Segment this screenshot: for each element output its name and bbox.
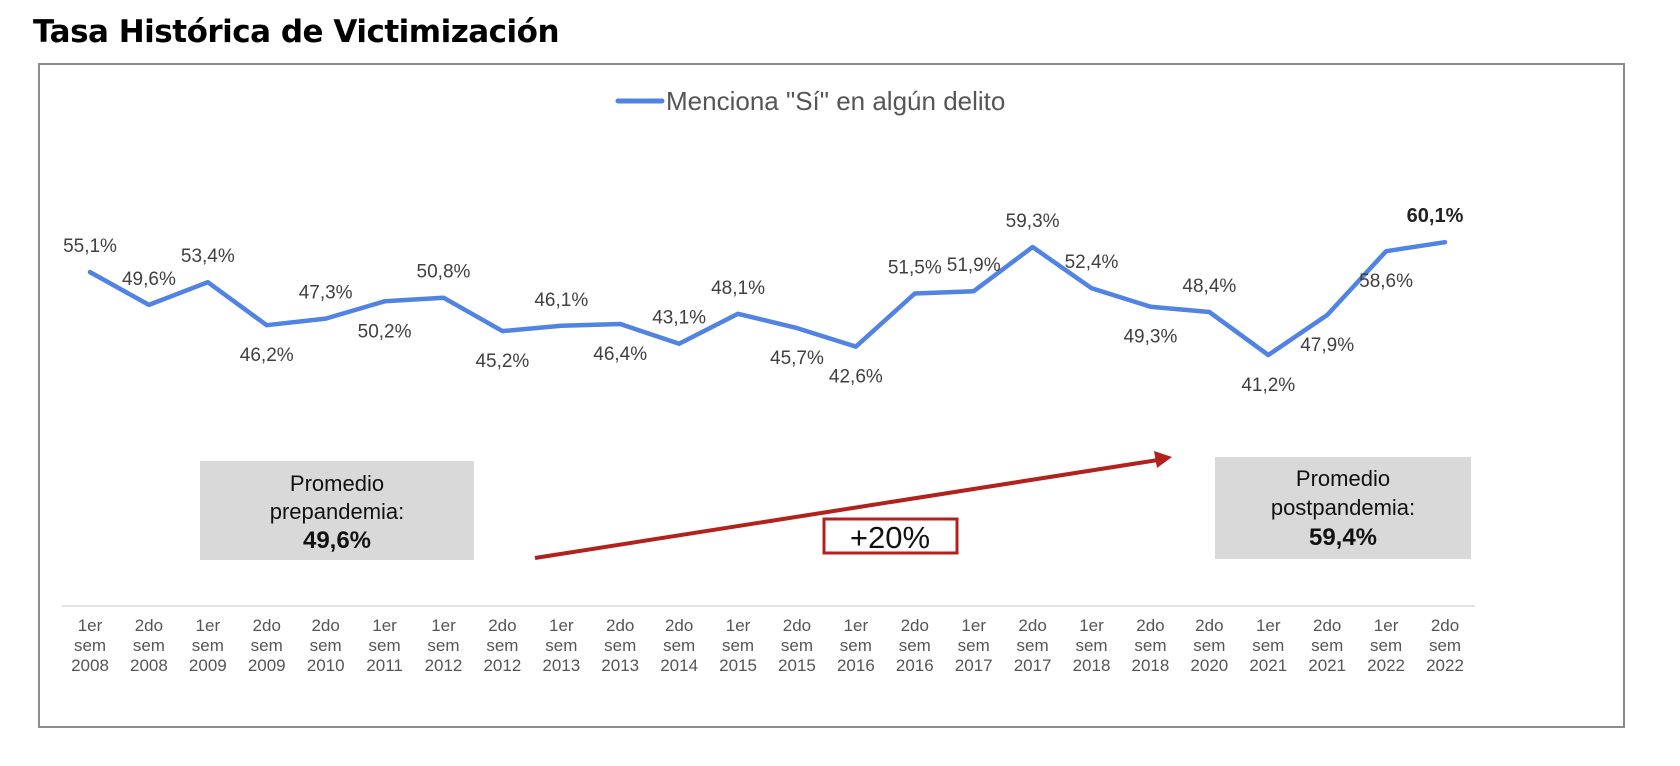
data-point [88, 270, 92, 275]
data-label: 41,2% [1241, 375, 1295, 396]
x-tick-label: 1er sem 2012 [425, 616, 463, 675]
x-tick-label: 2do sem 2022 [1426, 616, 1464, 675]
x-tick-label: 2do sem 2021 [1308, 616, 1346, 675]
data-label: 45,2% [475, 351, 529, 372]
data-point [1384, 249, 1389, 254]
x-tick-label: 2do sem 2014 [660, 616, 698, 675]
x-tick-label: 1er sem 2021 [1249, 616, 1287, 675]
data-point [1148, 304, 1153, 309]
data-label: 43,1% [652, 308, 706, 329]
x-tick-label: 1er sem 2015 [719, 616, 757, 675]
data-point [500, 329, 505, 334]
x-tick-label: 2do sem 2013 [601, 616, 639, 675]
data-point [1443, 240, 1447, 245]
prepandemia-box-line1: Promedio [290, 471, 384, 496]
legend: Menciona "Sí" en algún delito [615, 86, 1005, 116]
data-label: 48,4% [1182, 276, 1236, 297]
data-point [559, 323, 564, 328]
x-tick-label: 2do sem 2020 [1190, 616, 1228, 675]
prepandemia-box-line2: prepandemia: [270, 499, 405, 524]
x-tick-label: 2do sem 2012 [483, 616, 521, 675]
page-title: Tasa Histórica de Victimización [33, 14, 560, 50]
growth-arrow-head [1154, 451, 1172, 468]
change-badge-text: +20% [850, 520, 930, 555]
data-point [382, 299, 387, 304]
x-tick-label: 1er sem 2022 [1367, 616, 1405, 675]
data-label: 46,4% [593, 344, 647, 365]
data-label: 55,1% [63, 236, 117, 257]
x-tick-label: 2do sem 2015 [778, 616, 816, 675]
data-label: 52,4% [1065, 252, 1119, 273]
change-badge: +20% [822, 517, 959, 555]
data-label: 47,3% [299, 283, 353, 304]
postpandemia-box-line2: postpandemia: [1271, 495, 1415, 520]
data-point [853, 344, 858, 349]
data-label: 47,9% [1300, 335, 1354, 356]
x-tick-label: 2do sem 2016 [896, 616, 934, 675]
data-point [1266, 353, 1271, 357]
data-point [1089, 286, 1094, 291]
data-point [205, 280, 210, 285]
data-label: 50,8% [417, 262, 471, 283]
data-label: 51,5% [888, 258, 942, 279]
data-label: 59,3% [1006, 211, 1060, 232]
data-point [1325, 313, 1330, 318]
x-tick-label: 1er sem 2011 [366, 616, 403, 675]
data-point [971, 289, 976, 294]
data-label: 45,7% [770, 348, 824, 369]
data-label: 58,6% [1359, 271, 1413, 292]
data-point [1207, 310, 1212, 315]
legend-label: Menciona "Sí" en algún delito [666, 86, 1005, 116]
x-tick-label: 2do sem 2017 [1014, 616, 1052, 675]
data-point [618, 321, 623, 326]
data-point [146, 302, 151, 307]
growth-arrow-shaft [534, 458, 1159, 560]
data-point [1030, 245, 1035, 249]
x-tick-label: 1er sem 2008 [71, 616, 109, 675]
x-tick-label: 2do sem 2008 [130, 616, 168, 675]
series-layer [87, 239, 1448, 358]
data-point [794, 326, 799, 331]
x-axis-ticks: 1er sem 2008 2do sem 2008 1er sem 2009 2do sem 2009… [71, 616, 1464, 675]
data-label: 46,1% [534, 290, 588, 311]
data-point [323, 316, 328, 321]
x-tick-label: 1er sem 2016 [837, 616, 875, 675]
data-label: 46,2% [240, 345, 294, 366]
x-tick-label: 2do sem 2010 [307, 616, 345, 675]
x-tick-label: 1er sem 2018 [1073, 616, 1111, 675]
data-label: 42,6% [829, 367, 883, 388]
data-label: 50,2% [358, 321, 412, 342]
x-tick-label: 1er sem 2017 [955, 616, 993, 675]
data-point [736, 311, 741, 316]
x-tick-label: 2do sem 2018 [1132, 616, 1170, 675]
postpandemia-average-box: Promedio postpandemia: 59,4% [1215, 457, 1471, 559]
change-badge-border [822, 517, 959, 555]
data-label: 49,6% [122, 269, 176, 290]
data-point [264, 323, 269, 328]
data-point [677, 341, 682, 346]
data-label: 51,9% [947, 255, 1001, 276]
postpandemia-box-line1: Promedio [1296, 466, 1390, 491]
prepandemia-box-value: 49,6% [303, 527, 371, 554]
prepandemia-box-bg [200, 461, 474, 560]
series-line [87, 239, 1448, 358]
data-label: 49,3% [1123, 327, 1177, 348]
prepandemia-average-box: Promedio prepandemia: 49,6% [200, 461, 474, 560]
growth-arrow [534, 451, 1172, 560]
data-label: 48,1% [711, 278, 765, 299]
chart-frame: Menciona "Sí" en algún delito Promedio p… [38, 63, 1625, 728]
data-label: 60,1% [1407, 205, 1464, 227]
x-tick-label: 2do sem 2009 [248, 616, 286, 675]
postpandemia-box-bg [1215, 457, 1471, 559]
line-chart: Menciona "Sí" en algún delito Promedio p… [62, 86, 1475, 675]
data-labels: 55,1%49,6%53,4% 46,2% 47,3%50,2% 50,8% 45,2%… [63, 205, 1464, 396]
data-point [912, 291, 917, 296]
x-tick-label: 1er sem 2009 [189, 616, 227, 675]
data-label: 53,4% [181, 246, 235, 267]
x-tick-label: 1er sem 2013 [542, 616, 580, 675]
data-point [441, 295, 446, 300]
postpandemia-box-value: 59,4% [1309, 524, 1377, 551]
